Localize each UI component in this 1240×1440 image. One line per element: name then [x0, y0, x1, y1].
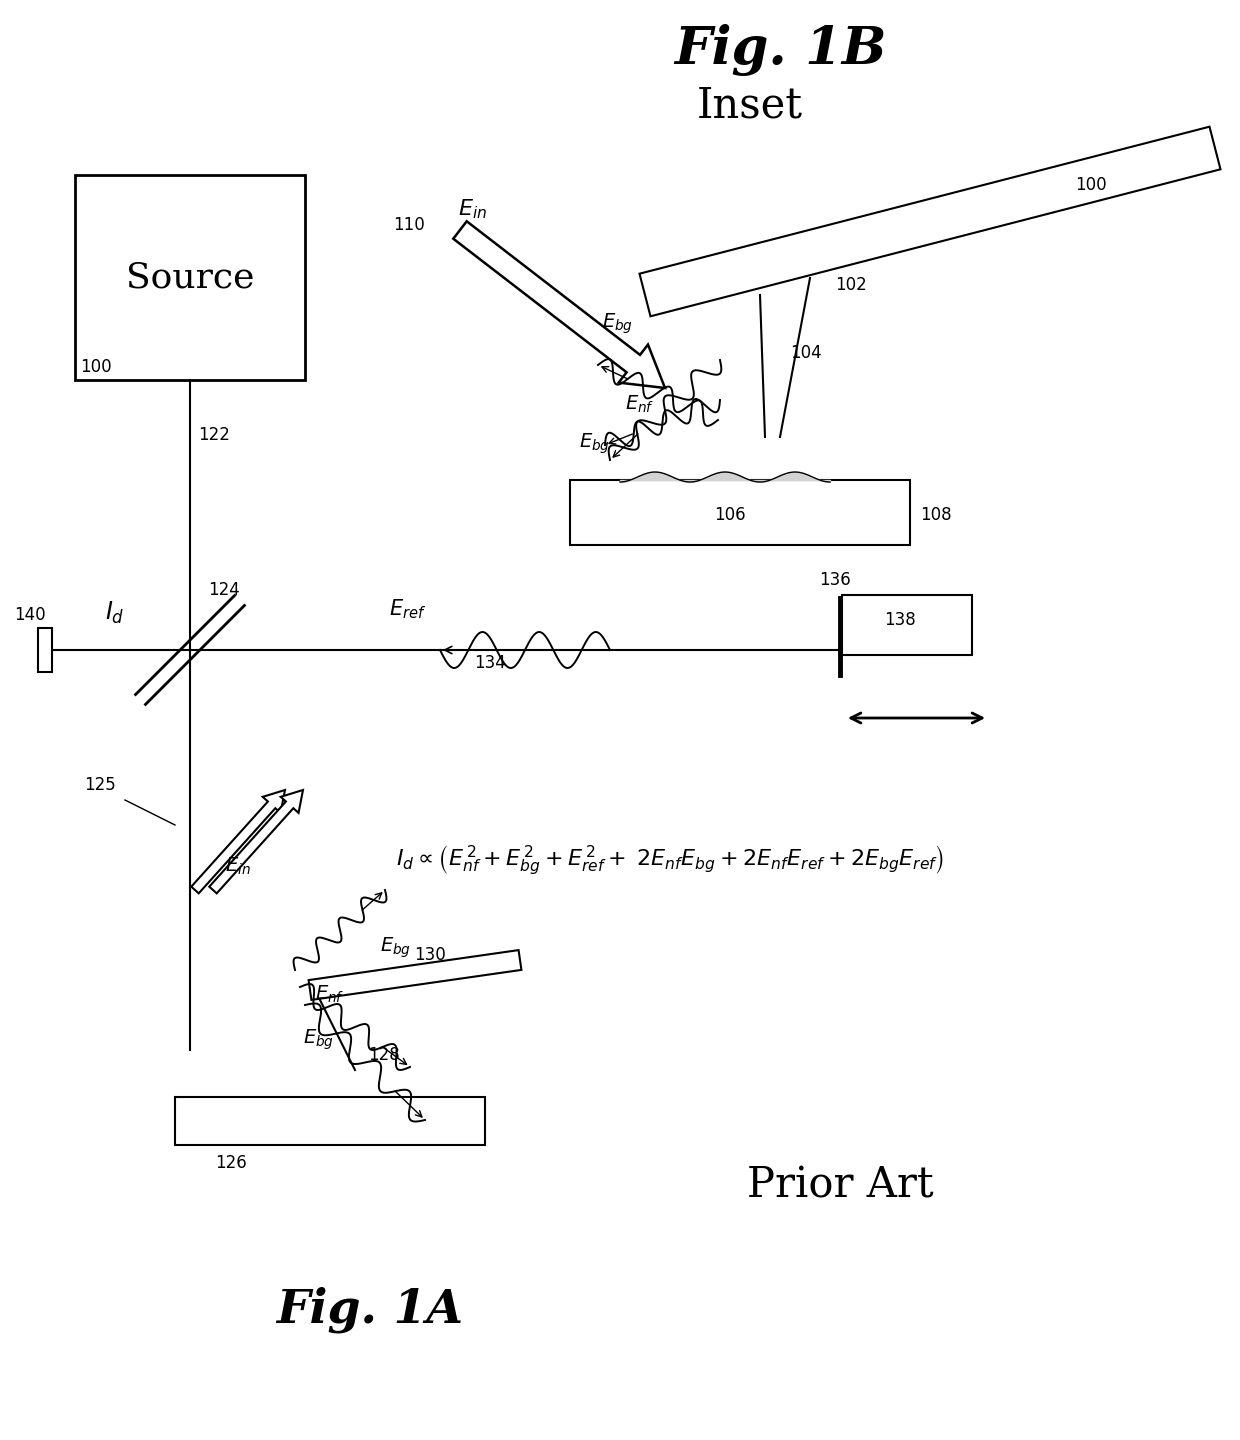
Text: $E_{bg}$: $E_{bg}$ — [379, 936, 412, 960]
FancyArrow shape — [210, 791, 303, 893]
Text: 124: 124 — [208, 580, 239, 599]
Text: 140: 140 — [14, 606, 46, 624]
Text: 122: 122 — [198, 426, 229, 444]
Text: Fig. 1A: Fig. 1A — [277, 1287, 464, 1333]
Bar — [570, 480, 910, 544]
Text: 130: 130 — [414, 946, 446, 963]
Bar — [74, 176, 305, 380]
Bar — [175, 1097, 485, 1145]
Text: 102: 102 — [835, 276, 867, 294]
FancyArrow shape — [454, 222, 665, 387]
Text: 100: 100 — [81, 359, 112, 376]
Text: $E_{ref}$: $E_{ref}$ — [389, 598, 427, 621]
Text: $E_{bg}$: $E_{bg}$ — [303, 1028, 334, 1053]
Text: $E_{bg}$: $E_{bg}$ — [603, 312, 634, 337]
FancyArrow shape — [191, 791, 285, 893]
Text: 104: 104 — [790, 344, 822, 361]
Polygon shape — [309, 950, 521, 999]
Text: 110: 110 — [393, 216, 425, 233]
Text: $E_{bg}$: $E_{bg}$ — [579, 432, 610, 456]
Text: $E_{in}$: $E_{in}$ — [458, 197, 487, 220]
Text: Fig. 1B: Fig. 1B — [673, 24, 887, 76]
Text: $I_d \propto \left(E_{nf}^{\,2}+E_{bg}^{\,2}+E_{ref}^{\,2}+ \;2E_{nf}E_{bg}+2E_{: $I_d \propto \left(E_{nf}^{\,2}+E_{bg}^{… — [396, 842, 944, 877]
Text: $E_{nf}$: $E_{nf}$ — [315, 984, 345, 1005]
Text: 100: 100 — [1075, 176, 1106, 194]
Text: 128: 128 — [368, 1045, 399, 1064]
Text: 136: 136 — [820, 572, 851, 589]
Text: Inset: Inset — [697, 84, 804, 125]
Text: $E_{nf}$: $E_{nf}$ — [625, 395, 655, 415]
Bar — [38, 628, 52, 672]
Text: 138: 138 — [884, 611, 916, 629]
Text: $I_d$: $I_d$ — [105, 600, 125, 626]
Text: 134: 134 — [474, 654, 506, 672]
Text: Source: Source — [125, 261, 254, 295]
Text: Prior Art: Prior Art — [746, 1164, 934, 1207]
Text: $E_{in}$: $E_{in}$ — [226, 855, 250, 877]
Text: 126: 126 — [215, 1153, 247, 1172]
Polygon shape — [640, 127, 1220, 317]
Text: 125: 125 — [84, 776, 115, 793]
Text: 108: 108 — [920, 505, 951, 524]
Text: 106: 106 — [714, 505, 745, 524]
Bar — [842, 595, 972, 655]
